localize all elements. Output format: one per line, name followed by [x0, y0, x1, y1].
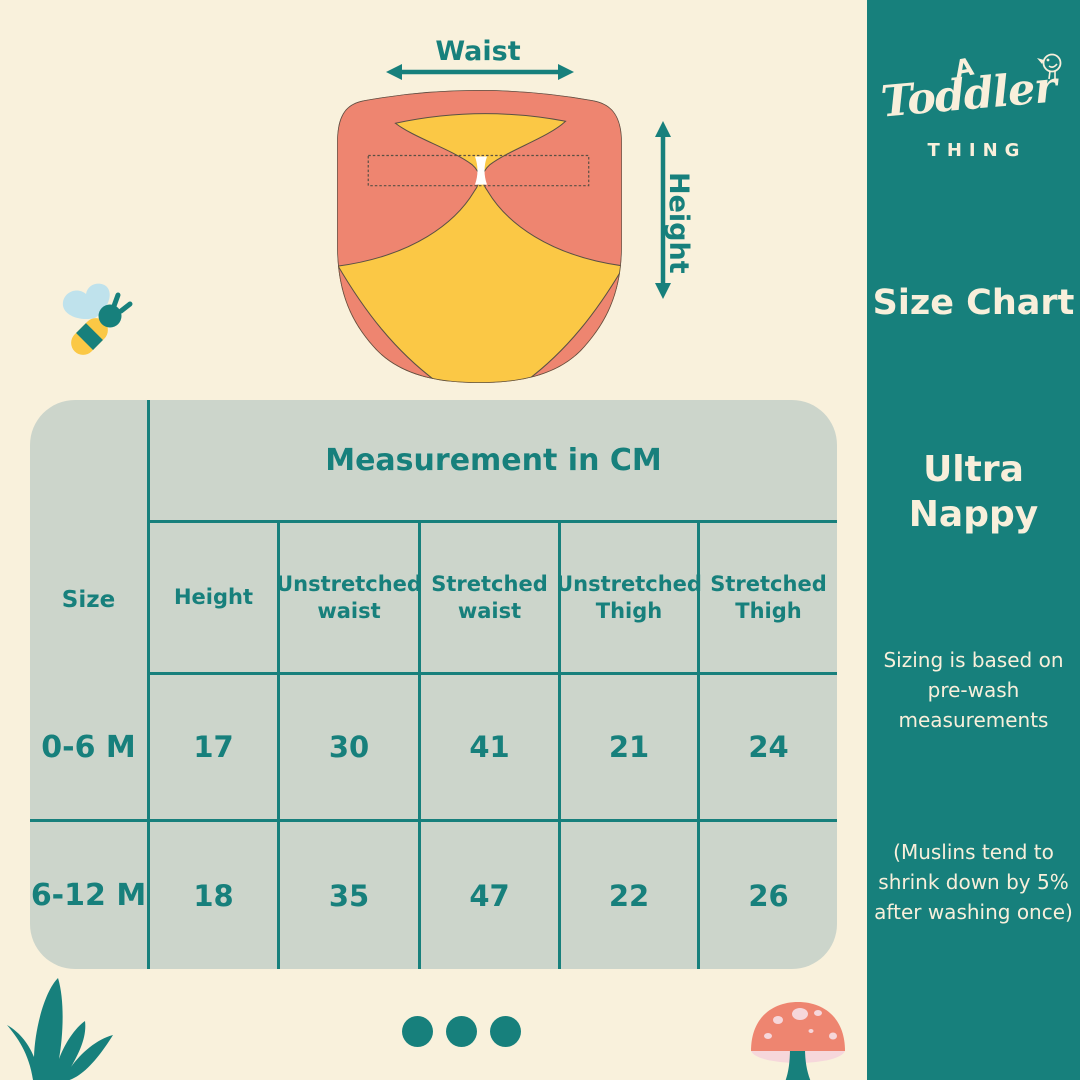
brand-logo: A Toddler THING [867, 50, 1080, 190]
table-value: 26 [748, 878, 789, 913]
logo-thing: THING [927, 140, 1027, 161]
shrink-note: (Muslins tend to shrink down by 5% after… [874, 840, 1073, 924]
mushroom-icon [751, 1002, 845, 1080]
sidebar: A Toddler THING Size Chart Ultra Nappy S… [867, 0, 1080, 1080]
table-value: 35 [280, 822, 421, 969]
table-value: 21 [561, 675, 700, 822]
grass-icon [7, 978, 113, 1080]
table-value: 22 [561, 822, 700, 969]
row-label: 0-6 M [30, 675, 150, 822]
height-label: Height [663, 172, 694, 274]
nappy-inner-bottom [337, 173, 622, 383]
table-value: 24 [700, 675, 837, 822]
product-name: Ultra Nappy [908, 449, 1039, 535]
dot [446, 1016, 477, 1047]
table-value: 41 [421, 675, 561, 822]
table-value: 18 [150, 822, 280, 969]
table-value: 30 [280, 675, 421, 822]
carousel-dots [402, 1016, 521, 1047]
nappy-inner-top [394, 113, 567, 181]
table-value: 17 [150, 675, 280, 822]
size-table: Size Measurement in CM Height Unstretche… [30, 400, 837, 969]
nappy-tape-gap [474, 156, 488, 185]
waist-arrow-icon [386, 64, 574, 80]
table-group-header: Measurement in CM [150, 400, 837, 523]
waist-label: Waist [435, 36, 521, 67]
column-header-stretched-waist: Stretched waist [421, 523, 561, 675]
nappy-outline [337, 90, 622, 383]
nappy-tape-outline [367, 154, 590, 187]
column-header-stretched-thigh: Stretched Thigh [700, 523, 837, 675]
nappy-illustration [337, 90, 622, 383]
bird-icon [1037, 53, 1062, 80]
column-header-height: Height [150, 523, 280, 675]
size-column-header: Size [30, 400, 150, 675]
dot [490, 1016, 521, 1047]
column-header-unstretched-thigh: Unstretched Thigh [556, 523, 702, 675]
sidebar-title: Size Chart [872, 283, 1075, 323]
row-label: 6-12 M [30, 822, 150, 969]
sizing-note: Sizing is based on pre-wash measurements [883, 648, 1064, 732]
column-header-unstretched-waist: Unstretched waist [276, 523, 422, 675]
height-arrow-icon [655, 121, 671, 299]
dot [402, 1016, 433, 1047]
bee-icon [62, 283, 133, 355]
table-value: 47 [421, 822, 561, 969]
